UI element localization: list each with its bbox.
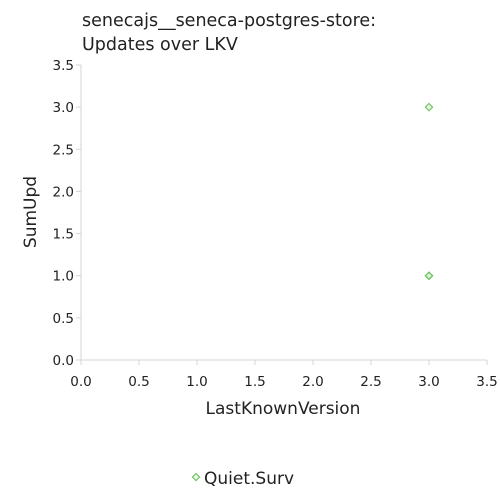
y-tick-label: 3.5	[53, 58, 74, 74]
x-tick-label: 2.0	[302, 374, 323, 390]
y-axis-label: SumUpd	[21, 176, 41, 248]
y-tick-label: 0.5	[53, 311, 74, 327]
legend: Quiet.Surv	[191, 469, 294, 489]
x-axis-label: LastKnownVersion	[206, 399, 361, 419]
legend-label: Quiet.Surv	[204, 469, 294, 489]
y-axis-ticks: 0.0 0.5 1.0 1.5 2.0 2.5 3.0 3.5	[53, 58, 81, 369]
x-tick-label: 2.5	[360, 374, 381, 390]
x-tick-label: 0.5	[128, 374, 149, 390]
chart-title: senecajs__seneca-postgres-store: Updates…	[82, 11, 376, 55]
chart-title-line-1: senecajs__seneca-postgres-store:	[82, 11, 376, 31]
y-tick-label: 2.0	[53, 184, 74, 200]
data-point	[424, 102, 434, 112]
y-tick-label: 1.5	[53, 227, 74, 243]
x-tick-label: 1.5	[244, 374, 265, 390]
data-point	[424, 271, 434, 281]
y-tick-label: 3.0	[53, 100, 74, 116]
x-tick-label: 3.5	[476, 374, 497, 390]
legend-marker	[191, 472, 201, 482]
x-axis-ticks: 0.0 0.5 1.0 1.5 2.0 2.5 3.0 3.5	[70, 360, 498, 390]
axes	[80, 65, 487, 361]
x-tick-label: 3.0	[418, 374, 439, 390]
y-tick-label: 1.0	[53, 269, 74, 285]
x-tick-label: 0.0	[70, 374, 91, 390]
chart-title-line-2: Updates over LKV	[82, 35, 238, 55]
x-tick-label: 1.0	[186, 374, 207, 390]
data-points	[424, 102, 434, 281]
y-tick-label: 2.5	[53, 142, 74, 158]
y-tick-label: 0.0	[53, 353, 74, 369]
